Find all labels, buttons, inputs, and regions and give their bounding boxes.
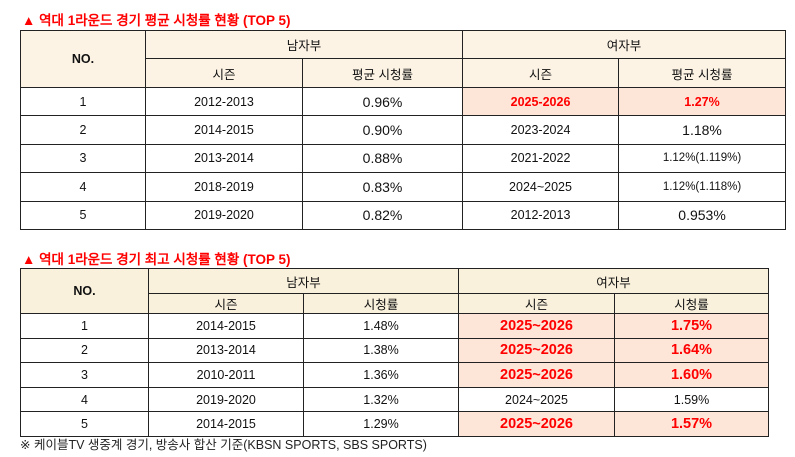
women-season-cell: 2021-2022	[462, 143, 620, 174]
women-rating-header: 시청률	[614, 293, 770, 314]
men-season-cell: 2014-2015	[148, 411, 304, 437]
men-rating-cell: 0.83%	[301, 172, 464, 202]
women-rating-cell: 1.12%(1.119%)	[618, 143, 787, 174]
rank-cell: 2	[20, 337, 149, 364]
rank-cell: 1	[20, 313, 149, 339]
women-rating-cell: 1.27%	[618, 86, 787, 117]
men-season-cell: 2019-2020	[148, 386, 304, 413]
men-season-header: 시즌	[148, 293, 304, 314]
rank-cell: 4	[20, 172, 146, 202]
table-row: 2 2013-2014 1.38% 2025~2026 1.64%	[20, 337, 770, 364]
women-season-header: 시즌	[462, 58, 620, 88]
men-rating-cell: 1.38%	[302, 337, 460, 364]
men-rating-cell: 1.48%	[302, 313, 460, 339]
women-season-cell: 2025~2026	[458, 362, 616, 388]
rank-cell: 3	[20, 143, 146, 174]
women-rating-cell: 0.953%	[618, 200, 787, 230]
men-rating-cell: 0.88%	[301, 143, 464, 174]
men-season-cell: 2018-2019	[145, 172, 303, 202]
no-header: NO.	[20, 30, 146, 88]
women-season-cell: 2024~2025	[458, 386, 616, 413]
women-season-cell: 2025~2026	[458, 337, 616, 364]
women-season-header: 시즌	[458, 293, 616, 314]
men-rating-header: 시청률	[302, 293, 460, 314]
women-season-cell: 2025~2026	[458, 411, 616, 437]
men-rating-header: 평균 시청률	[301, 58, 464, 88]
women-header: 여자부	[458, 268, 770, 294]
men-season-cell: 2013-2014	[148, 337, 304, 364]
women-rating-cell: 1.75%	[614, 313, 770, 339]
table-row: 4 2019-2020 1.32% 2024~2025 1.59%	[20, 386, 770, 413]
women-season-cell: 2025~2026	[458, 313, 616, 339]
rank-cell: 1	[20, 86, 146, 117]
men-rating-cell: 1.36%	[302, 362, 460, 388]
rank-cell: 3	[20, 362, 149, 388]
women-rating-cell: 1.57%	[614, 411, 770, 437]
men-season-header: 시즌	[145, 58, 303, 88]
men-season-cell: 2014-2015	[145, 115, 303, 145]
rank-cell: 5	[20, 200, 146, 230]
women-rating-header: 평균 시청률	[618, 58, 787, 88]
men-header: 남자부	[144, 30, 464, 59]
table-row: 3 2010-2011 1.36% 2025~2026 1.60%	[20, 362, 770, 388]
table-row: 5 2014-2015 1.29% 2025~2026 1.57%	[20, 411, 770, 437]
rank-cell: 4	[20, 386, 149, 413]
peak-rating-table: NO. 남자부 여자부 시즌 시청률 시즌 시청률 1 2014-2015 1.48…	[20, 268, 770, 437]
men-season-cell: 2012-2013	[145, 86, 303, 117]
men-header: 남자부	[147, 268, 460, 294]
women-season-cell: 2025-2026	[462, 86, 620, 117]
table-row: 3 2013-2014 0.88% 2021-2022 1.12%(1.119%)	[20, 143, 787, 174]
table-row: 1 2012-2013 0.96% 2025-2026 1.27%	[20, 86, 787, 117]
men-season-cell: 2014-2015	[148, 313, 304, 339]
men-season-cell: 2013-2014	[145, 143, 303, 174]
no-header: NO.	[20, 268, 149, 314]
women-rating-cell: 1.12%(1.118%)	[618, 172, 787, 202]
table-row: 4 2018-2019 0.83% 2024~2025 1.12%(1.118%)	[20, 172, 787, 202]
men-rating-cell: 0.82%	[301, 200, 464, 230]
table-row: 5 2019-2020 0.82% 2012-2013 0.953%	[20, 200, 787, 230]
women-season-cell: 2023-2024	[462, 115, 620, 145]
men-rating-cell: 1.29%	[302, 411, 460, 437]
average-rating-table: NO. 남자부 여자부 시즌 평균 시청률 시즌 평균 시청률 1 2012-20…	[20, 30, 787, 230]
men-season-cell: 2010-2011	[148, 362, 304, 388]
men-season-cell: 2019-2020	[145, 200, 303, 230]
rank-cell: 5	[20, 411, 149, 437]
women-rating-cell: 1.59%	[614, 386, 770, 413]
men-rating-cell: 0.90%	[301, 115, 464, 145]
table2-title: ▲ 역대 1라운드 경기 최고 시청률 현황 (TOP 5)	[22, 252, 291, 267]
rank-cell: 2	[20, 115, 146, 145]
women-season-cell: 2024~2025	[462, 172, 620, 202]
women-header: 여자부	[462, 30, 787, 59]
women-rating-cell: 1.18%	[618, 115, 787, 145]
women-rating-cell: 1.64%	[614, 337, 770, 364]
table-row: 2 2014-2015 0.90% 2023-2024 1.18%	[20, 115, 787, 145]
women-season-cell: 2012-2013	[462, 200, 620, 230]
women-rating-cell: 1.60%	[614, 362, 770, 388]
men-rating-cell: 1.32%	[302, 386, 460, 413]
footnote: ※ 케이블TV 생중계 경기, 방송사 합산 기준(KBSN SPORTS, S…	[20, 438, 427, 452]
table1-title: ▲ 역대 1라운드 경기 평균 시청률 현황 (TOP 5)	[22, 13, 291, 28]
table-row: 1 2014-2015 1.48% 2025~2026 1.75%	[20, 313, 770, 339]
men-rating-cell: 0.96%	[301, 86, 464, 117]
